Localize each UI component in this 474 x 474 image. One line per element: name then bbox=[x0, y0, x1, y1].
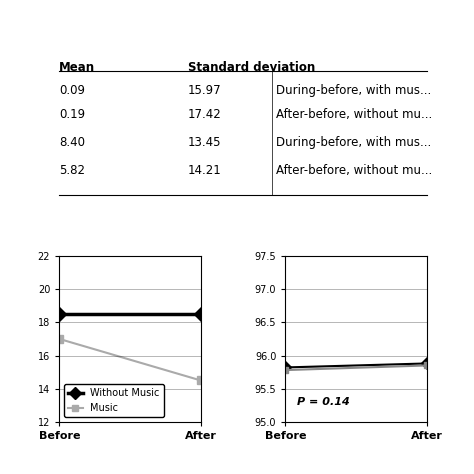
Text: During-before, with mus...: During-before, with mus... bbox=[276, 83, 431, 97]
Text: 0.19: 0.19 bbox=[59, 109, 85, 121]
Text: After-before, without mu...: After-before, without mu... bbox=[276, 109, 432, 121]
Text: P = 0.14: P = 0.14 bbox=[297, 397, 349, 407]
Text: 17.42: 17.42 bbox=[188, 109, 221, 121]
Text: During-before, with mus...: During-before, with mus... bbox=[276, 136, 431, 149]
Text: 8.40: 8.40 bbox=[59, 136, 85, 149]
Legend: Without Music, Music: Without Music, Music bbox=[64, 384, 164, 417]
Text: 14.21: 14.21 bbox=[188, 164, 221, 177]
Text: 0.09: 0.09 bbox=[59, 83, 85, 97]
Text: Mean: Mean bbox=[59, 61, 95, 74]
Text: 5.82: 5.82 bbox=[59, 164, 85, 177]
Text: 13.45: 13.45 bbox=[188, 136, 221, 149]
Text: After-before, without mu...: After-before, without mu... bbox=[276, 164, 432, 177]
Text: Standard deviation: Standard deviation bbox=[188, 61, 315, 74]
Text: 15.97: 15.97 bbox=[188, 83, 221, 97]
